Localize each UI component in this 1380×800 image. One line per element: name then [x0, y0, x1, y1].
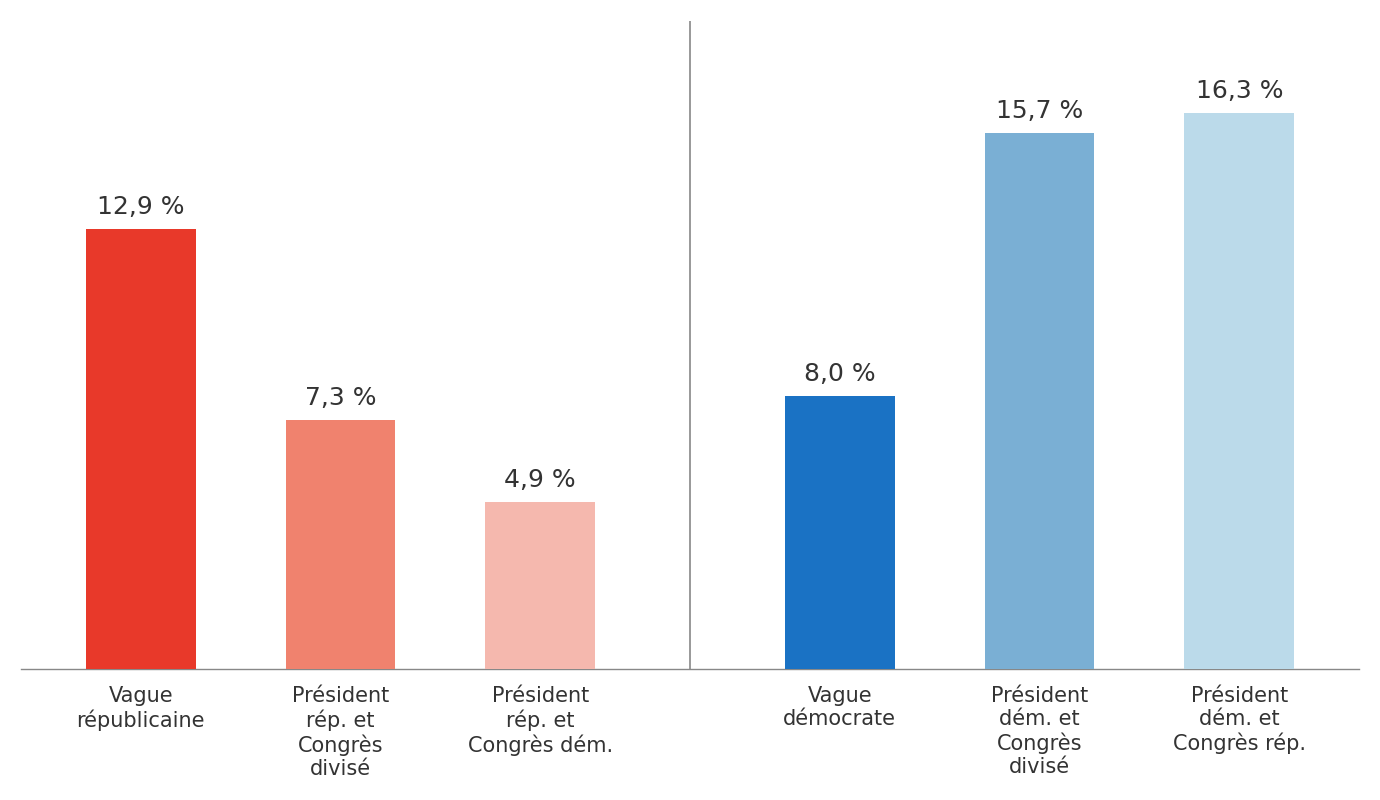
- Bar: [785, 396, 894, 670]
- Text: 16,3 %: 16,3 %: [1195, 78, 1283, 102]
- Bar: [286, 420, 395, 670]
- Text: 8,0 %: 8,0 %: [805, 362, 876, 386]
- Bar: [86, 229, 196, 670]
- Text: 15,7 %: 15,7 %: [996, 99, 1083, 123]
- Bar: [486, 502, 595, 670]
- Text: 4,9 %: 4,9 %: [504, 468, 575, 492]
- Bar: [985, 134, 1094, 670]
- Text: 7,3 %: 7,3 %: [305, 386, 377, 410]
- Bar: [1184, 113, 1294, 670]
- Text: 12,9 %: 12,9 %: [97, 194, 185, 218]
